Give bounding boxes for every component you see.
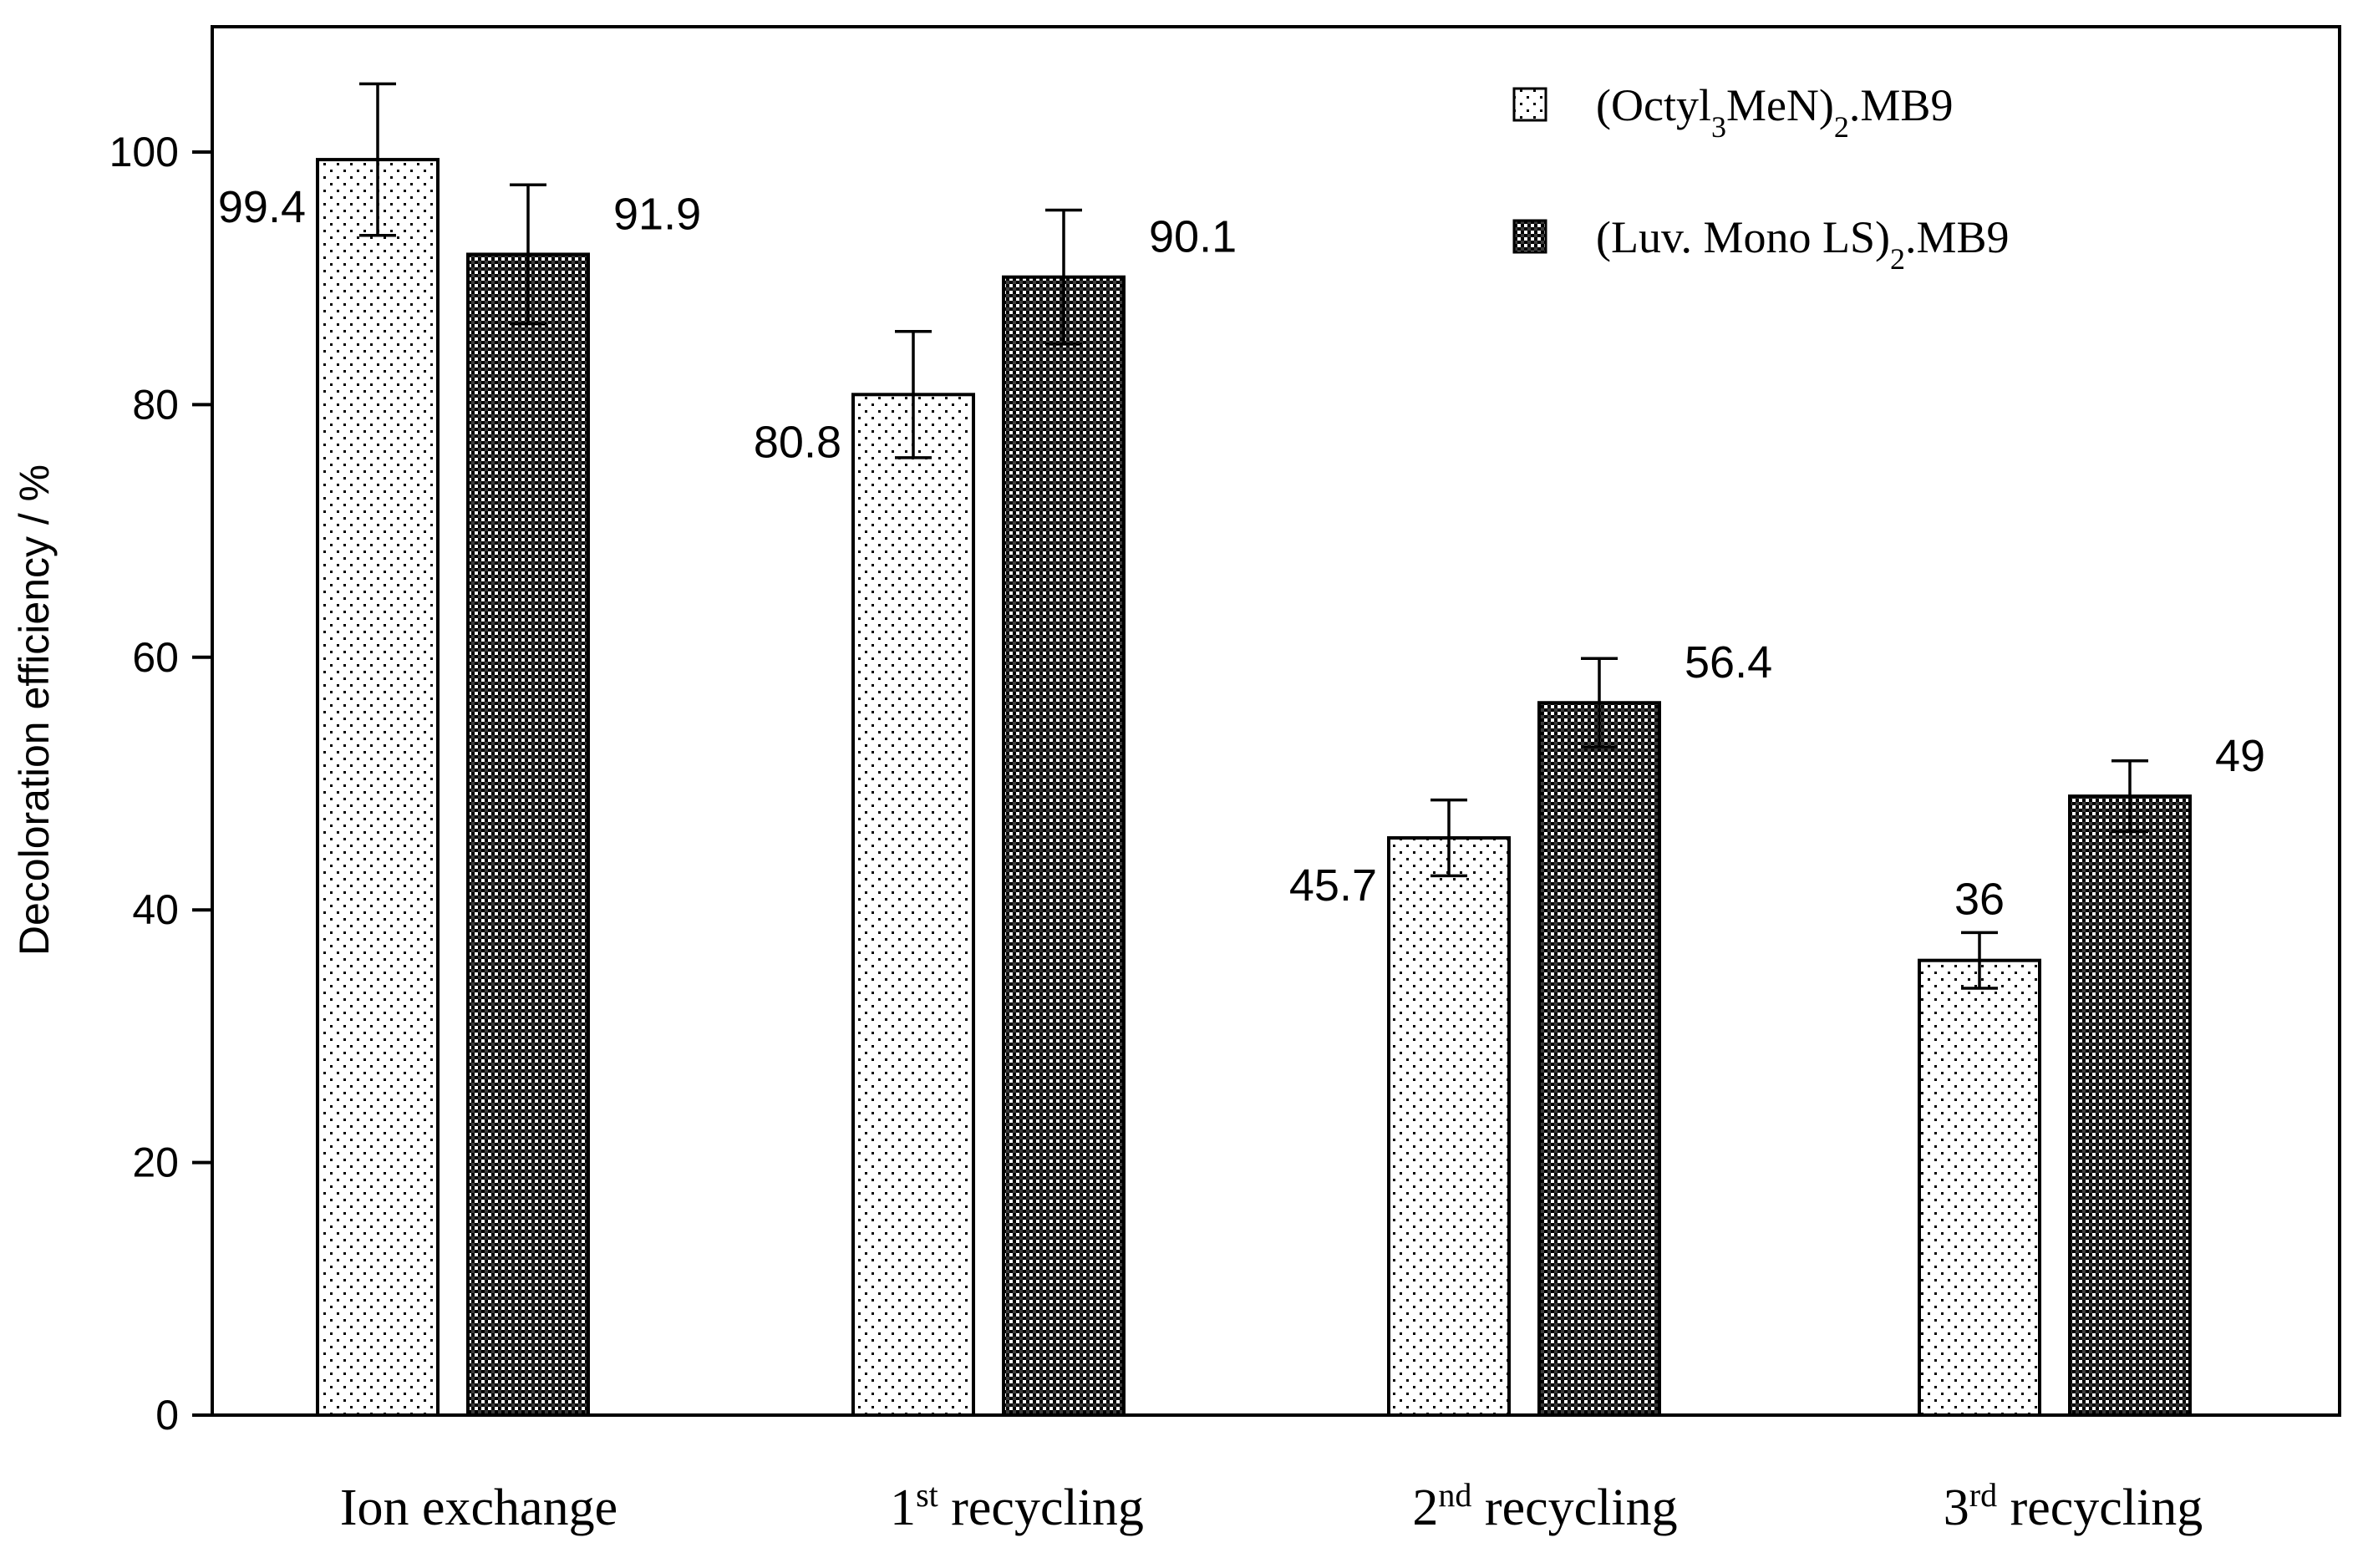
y-tick-label: 60 [132, 634, 179, 681]
data-label: 91.9 [613, 189, 701, 239]
legend-swatch-luv-mono-ls [1512, 219, 1547, 254]
legend-label: (Luv. Mono LS)2.MB9 [1596, 212, 2010, 276]
bar-octyl3men-2 [1387, 836, 1511, 1417]
x-category-label: Ion exchange [340, 1479, 617, 1536]
legend-swatch-octyl3men [1512, 87, 1547, 122]
bar-octyl3men-3 [1918, 958, 2041, 1418]
x-category-label: 1st recycling [890, 1476, 1144, 1537]
y-tick-label: 80 [132, 381, 179, 428]
bar-octyl3men-1 [851, 393, 975, 1418]
legend: (Octyl3MeN)2.MB9 (Luv. Mono LS)2.MB9 [1512, 80, 2010, 276]
data-label: 56.4 [1685, 637, 1772, 688]
x-category-label: 2nd recycling [1412, 1476, 1677, 1537]
data-label: 99.4 [218, 182, 306, 232]
data-labels-group: 99.4 80.8 45.7 36 91.9 90.1 56.4 49 [218, 182, 2265, 924]
bar-luv-mono-ls-2 [1537, 701, 1661, 1417]
x-category-label: 3rd recycling [1944, 1476, 2203, 1537]
bars-group [316, 158, 2192, 1418]
legend-label: (Octyl3MeN)2.MB9 [1596, 80, 1953, 144]
data-label: 49 [2215, 731, 2265, 781]
x-axis-categories: Ion exchange 1st recycling 2nd recycling 3r… [340, 1476, 2203, 1537]
bar-octyl3men-0 [316, 158, 440, 1417]
y-tick-label: 0 [155, 1392, 179, 1439]
bar-luv-mono-ls-3 [2068, 794, 2192, 1417]
y-axis-label: Decoloration efficiency / % [11, 464, 58, 956]
error-bars-group [359, 82, 2148, 990]
y-tick-label: 20 [132, 1139, 179, 1186]
y-tick-label: 100 [109, 129, 179, 175]
y-tick-label: 40 [132, 886, 179, 933]
data-label: 90.1 [1149, 212, 1237, 262]
bar-luv-mono-ls-1 [1002, 275, 1126, 1417]
data-label: 36 [1954, 874, 2005, 924]
data-label: 45.7 [1289, 860, 1377, 911]
data-label: 80.8 [754, 417, 841, 467]
bar-luv-mono-ls-0 [466, 252, 590, 1417]
